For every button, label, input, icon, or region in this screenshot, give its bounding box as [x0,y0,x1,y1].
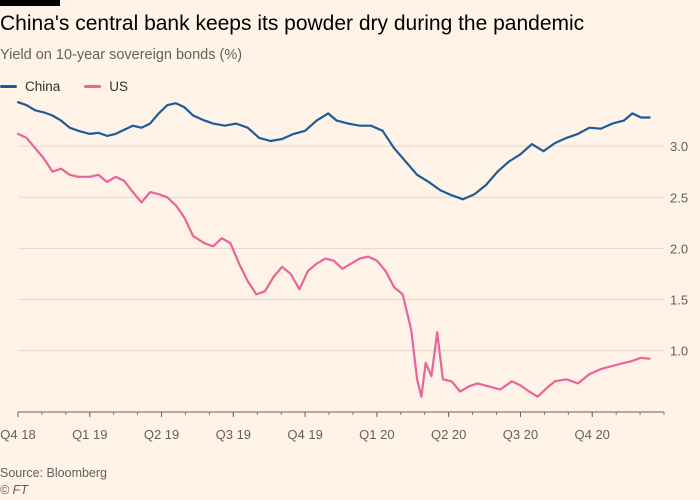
x-tick-label: Q2 19 [144,427,179,442]
y-tick-label: 1.0 [670,344,688,359]
legend-swatch-china [0,85,17,88]
series-line-us [16,132,651,398]
brand-top-bar [0,0,60,6]
y-tick-label: 2.5 [670,190,688,205]
legend-swatch-us [84,85,102,88]
x-tick-label: Q1 19 [72,427,107,442]
source-note: Source: Bloomberg [0,466,108,480]
credit-note: © FT [0,483,28,497]
x-tick-label: Q3 19 [216,427,251,442]
legend-item-china: China [0,79,60,94]
y-tick-label: 3.0 [670,139,688,154]
x-tick-label: Q3 20 [503,427,538,442]
x-tick-label: Q2 20 [431,427,466,442]
chart-title: China's central bank keeps its powder dr… [0,12,585,35]
series-line-china [16,101,651,201]
x-tick-label: Q1 20 [359,427,394,442]
legend: China US [0,79,128,94]
y-tick-label: 1.5 [670,293,688,308]
legend-item-us: US [84,79,128,94]
x-tick-label: Q4 19 [287,427,322,442]
legend-label-china: China [25,79,61,94]
y-tick-label: 2.0 [670,241,688,256]
x-tick-label: Q4 18 [0,427,35,442]
chart-subtitle: Yield on 10-year sovereign bonds (%) [0,47,243,63]
x-tick-label: Q4 20 [575,427,610,442]
legend-label-us: US [109,79,129,94]
